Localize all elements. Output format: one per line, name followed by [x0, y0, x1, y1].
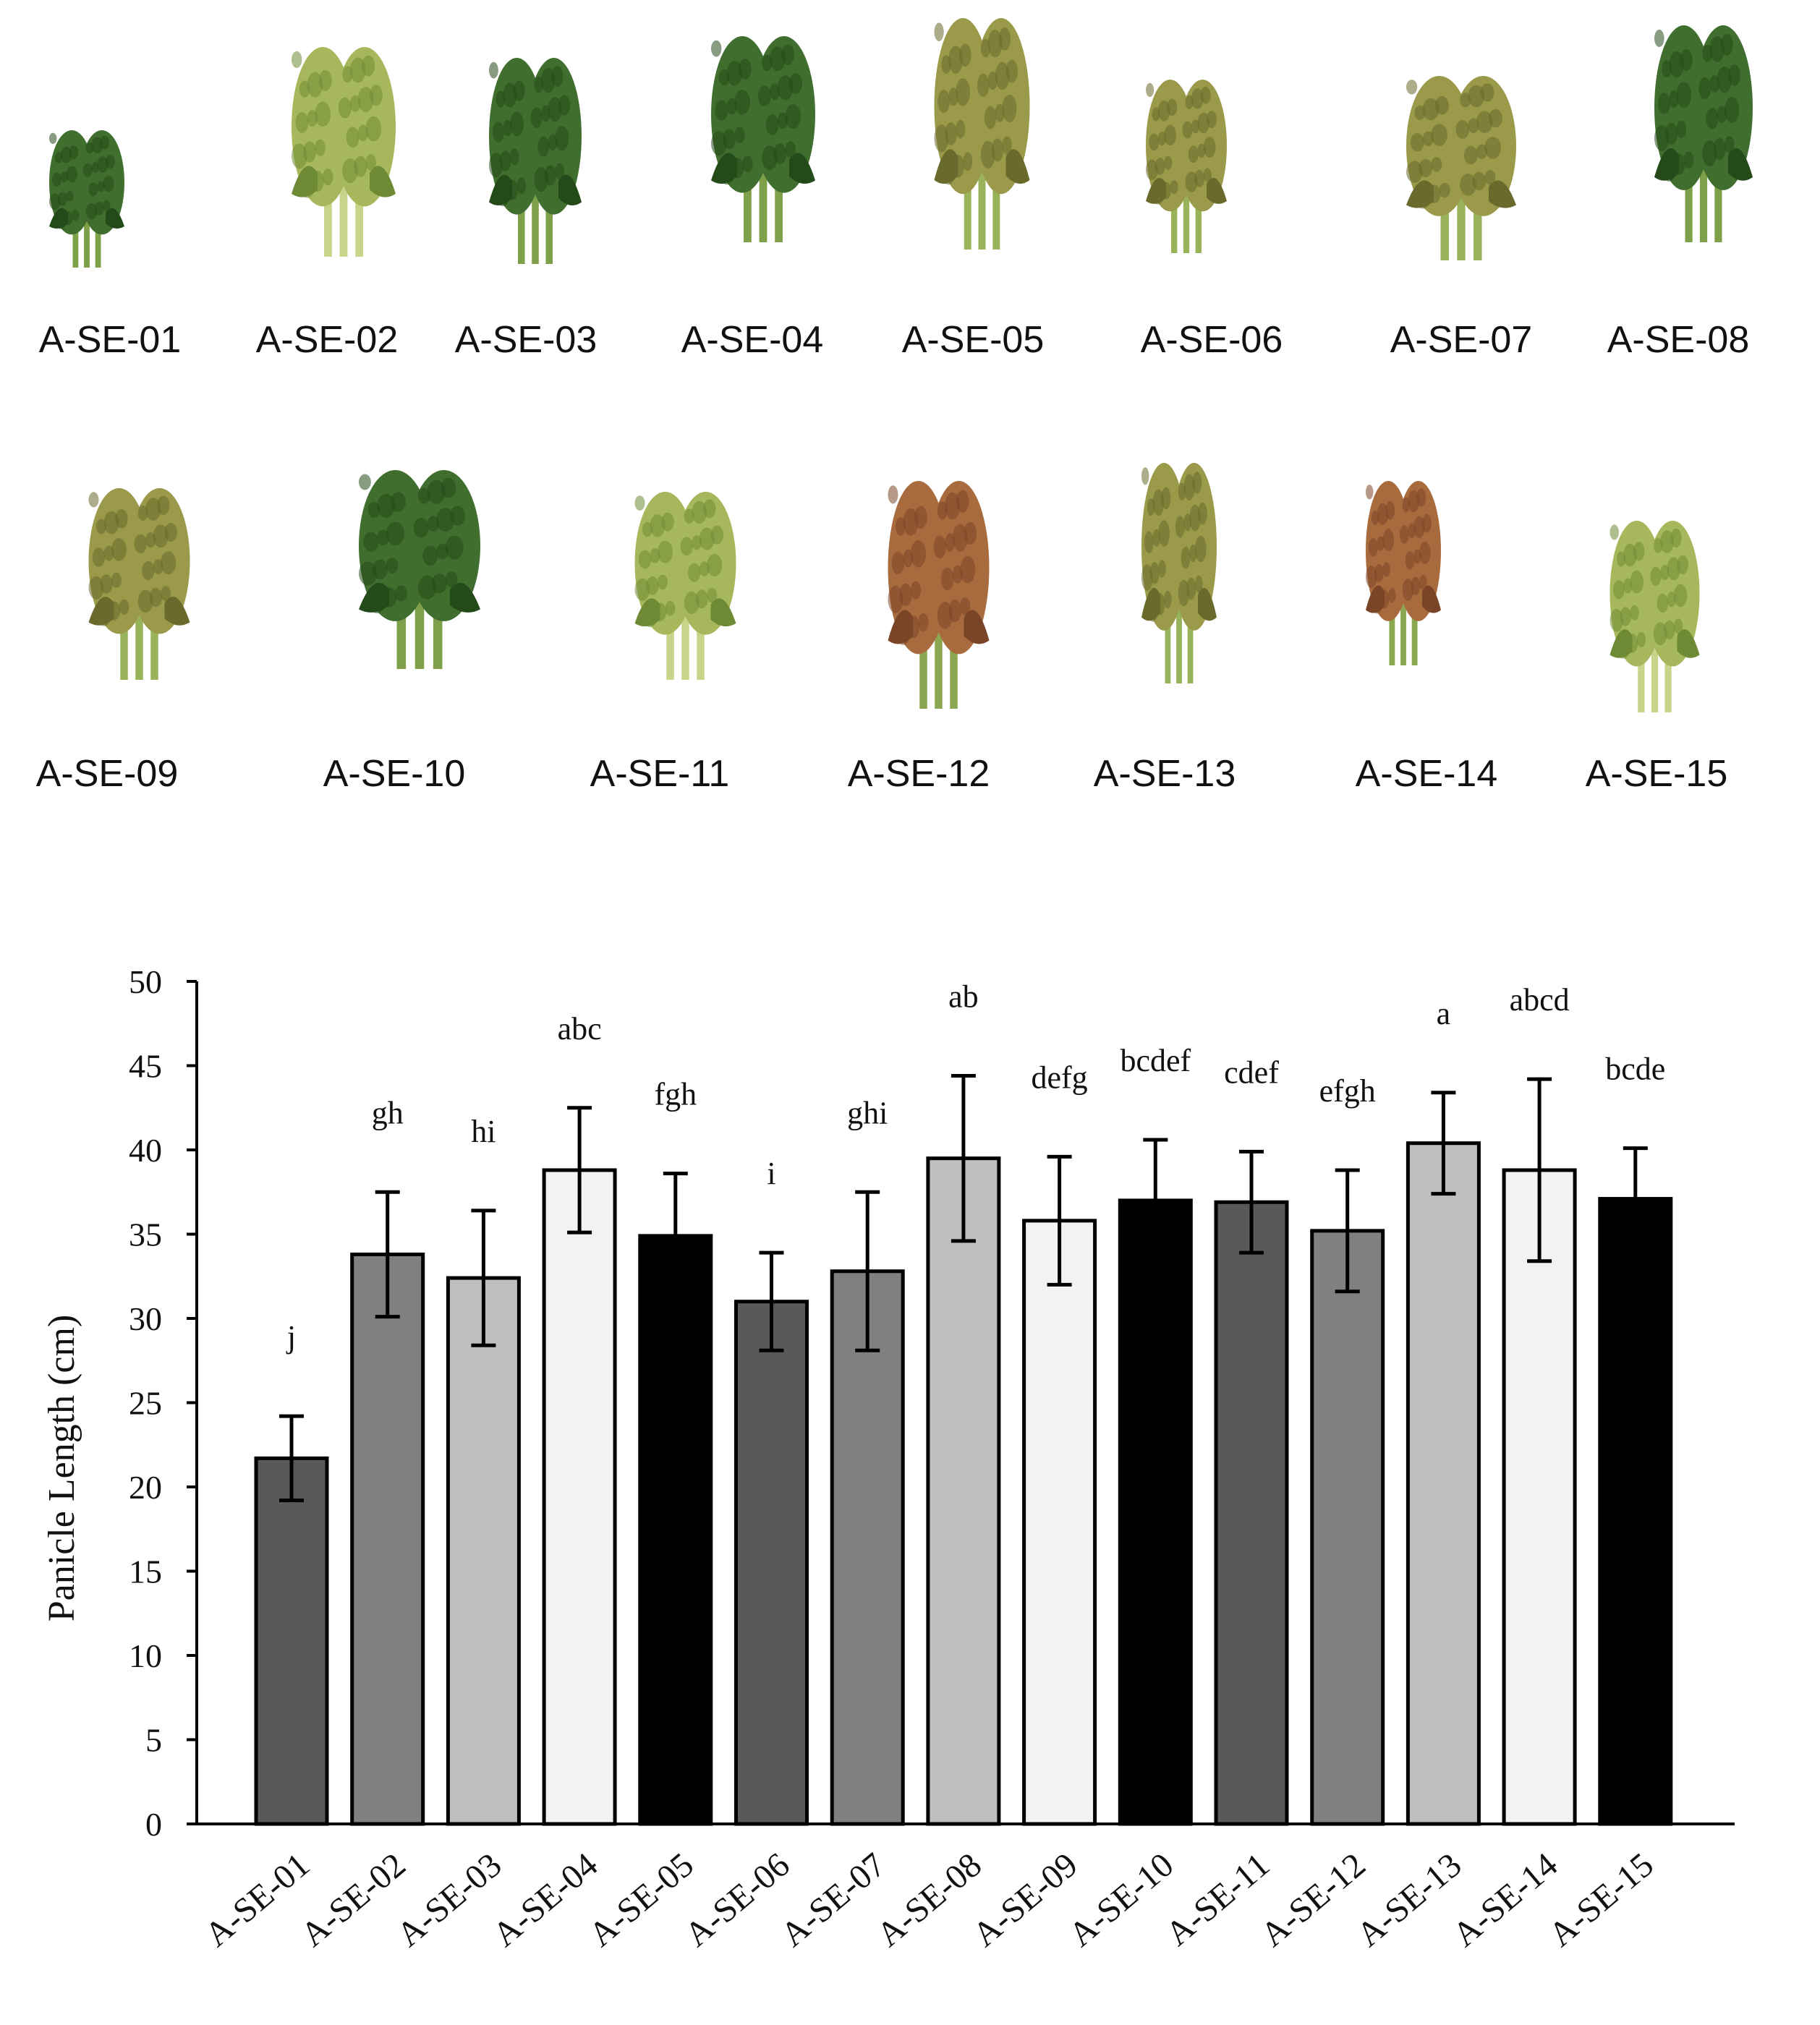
significance-letter: ab: [948, 979, 979, 1014]
bar: [1022, 1219, 1097, 1826]
y-tick-label: 25: [129, 1385, 162, 1422]
y-tick-label: 20: [129, 1469, 162, 1506]
bar: [1310, 1229, 1385, 1826]
significance-letter: i: [767, 1156, 775, 1191]
significance-letter: cdef: [1224, 1054, 1279, 1090]
x-tick-label: A-SE-03: [390, 1846, 509, 1954]
panicle-photo-label: A-SE-04: [681, 319, 824, 361]
bar: [254, 1456, 329, 1826]
significance-letter: fgh: [654, 1077, 697, 1112]
x-tick-label: A-SE-05: [582, 1846, 701, 1954]
panicle-photo-label: A-SE-11: [590, 753, 730, 795]
bar: [638, 1234, 713, 1826]
panicle-photo-label: A-SE-01: [38, 319, 182, 361]
panicle-photo-panel: A-SE-01 A-SE-02 A-SE-03 A-SE-04 A-SE-05 A-SE-…: [0, 0, 1820, 817]
panicle-photo-label: A-SE-09: [35, 753, 179, 795]
y-tick-label: 5: [145, 1722, 162, 1759]
panicle-photo: [922, 18, 1042, 250]
panicle-photo-label: A-SE-06: [1140, 319, 1283, 361]
panicle-photo-label: A-SE-13: [1093, 753, 1236, 795]
panicle-photo-label: A-SE-08: [1607, 319, 1750, 361]
y-tick-label: 45: [129, 1048, 162, 1085]
panicle-photo-label: A-SE-03: [454, 319, 598, 361]
y-tick-label: 35: [129, 1216, 162, 1253]
bar: [350, 1252, 425, 1826]
x-tick-label: A-SE-15: [1542, 1846, 1661, 1954]
bar: [1406, 1141, 1481, 1826]
significance-letter: bcdef: [1120, 1043, 1191, 1078]
significance-letter: efgh: [1319, 1073, 1376, 1109]
panicle-photo: [1392, 76, 1530, 260]
significance-letter: abcd: [1510, 982, 1570, 1018]
significance-letter: a: [1437, 996, 1451, 1031]
panicle-photo: [278, 47, 409, 257]
panicle-photo: [622, 492, 749, 680]
x-tick-label: A-SE-12: [1254, 1846, 1373, 1954]
bar: [1214, 1200, 1289, 1826]
panicle-photo-label: A-SE-07: [1390, 319, 1533, 361]
panicle-photo-label: A-SE-12: [847, 753, 990, 795]
x-tick-label: A-SE-09: [966, 1846, 1085, 1954]
bar: [734, 1300, 809, 1826]
panicle-photo: [1642, 25, 1765, 242]
panicle-photo-label: A-SE-14: [1355, 753, 1498, 795]
panicle-photo-label: A-SE-10: [323, 753, 466, 795]
panicle-length-bar-chart: Panicle Length (cm) 0 5 10 15 20 25 30 35 40 45 50…: [41, 963, 1735, 1954]
x-tick-label: A-SE-10: [1062, 1846, 1181, 1954]
x-tick-label: A-SE-11: [1159, 1846, 1277, 1953]
panicle-photo: [1132, 463, 1226, 683]
x-tick-label: A-SE-04: [485, 1846, 605, 1954]
panicle-photo: [344, 470, 496, 669]
panicle-photo: [875, 481, 1002, 709]
bar: [1502, 1168, 1577, 1826]
bar: [1598, 1197, 1673, 1826]
panicle-photo-label: A-SE-05: [901, 319, 1045, 361]
panicle-photo-label: A-SE-02: [255, 319, 399, 361]
y-tick-label: 40: [129, 1132, 162, 1169]
y-tick-label: 15: [129, 1553, 162, 1590]
x-tick-label: A-SE-14: [1445, 1846, 1565, 1954]
y-tick-label: 50: [129, 963, 162, 1000]
x-tick-label: A-SE-02: [294, 1846, 413, 1954]
significance-letter: j: [286, 1319, 296, 1355]
x-tick-label: A-SE-01: [197, 1846, 317, 1954]
x-tick-label: A-SE-06: [678, 1846, 797, 1954]
significance-letter: ghi: [847, 1095, 888, 1130]
panicle-photo: [477, 58, 593, 264]
panicle-photo: [1356, 481, 1450, 665]
bar: [446, 1276, 521, 1826]
panicle-photo: [698, 36, 828, 242]
y-axis-title: Panicle Length (cm): [41, 1315, 82, 1622]
x-tick-label: A-SE-13: [1350, 1846, 1469, 1954]
y-tick-label: 0: [145, 1806, 162, 1843]
panicle-photo: [1599, 521, 1711, 712]
bar: [542, 1168, 617, 1826]
bar: [926, 1156, 1001, 1826]
x-tick-label: A-SE-07: [773, 1846, 893, 1954]
significance-letter: defg: [1032, 1060, 1088, 1095]
panicle-photo: [1136, 80, 1237, 253]
panicle-photo: [40, 130, 134, 268]
panicle-photo-label: A-SE-15: [1585, 753, 1728, 795]
x-tick-label: A-SE-08: [869, 1846, 989, 1954]
panicle-photo: [76, 488, 203, 680]
significance-letter: bcde: [1605, 1052, 1665, 1087]
bar: [830, 1269, 905, 1826]
bar: [1118, 1198, 1193, 1826]
significance-letter: gh: [372, 1095, 404, 1130]
significance-letter: hi: [471, 1114, 496, 1149]
y-tick-label: 10: [129, 1637, 162, 1674]
significance-letter: abc: [558, 1011, 602, 1046]
y-tick-label: 30: [129, 1300, 162, 1337]
